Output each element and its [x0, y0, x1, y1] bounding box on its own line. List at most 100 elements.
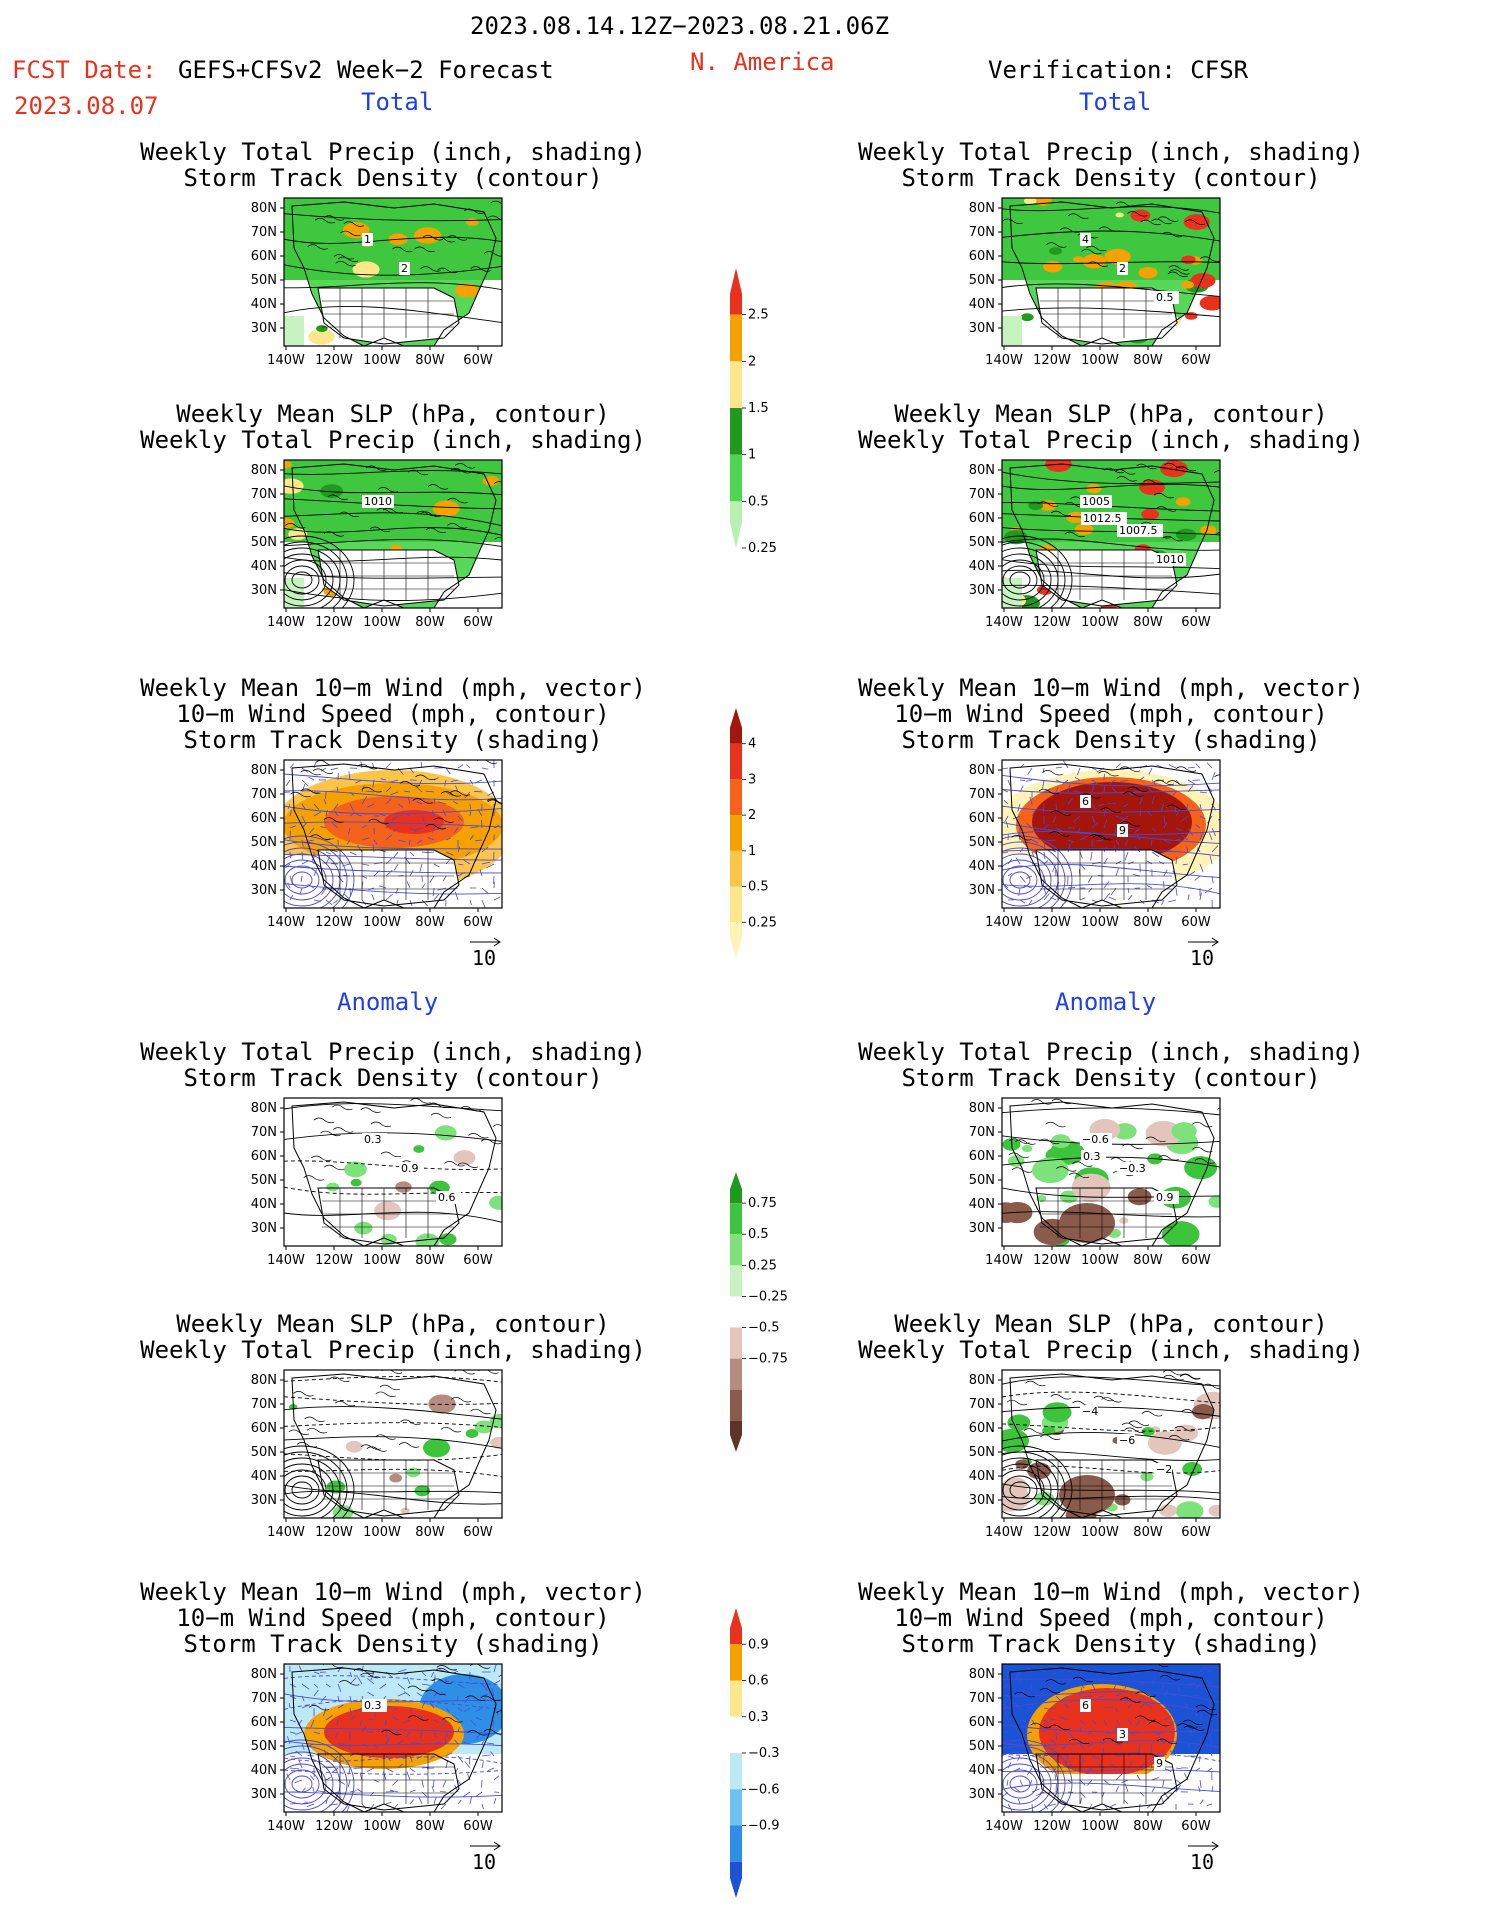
- wind-vector: [393, 863, 399, 871]
- anomaly-blob: [465, 1429, 479, 1438]
- wind-vector: [1103, 785, 1106, 793]
- anomaly-blob: [350, 1178, 362, 1187]
- island-outline: [300, 788, 321, 794]
- wind-vector: [1043, 1767, 1050, 1769]
- island-outline: [1184, 219, 1206, 225]
- wind-vector: [308, 839, 315, 842]
- anomaly-blob: [1140, 1472, 1154, 1482]
- island-outline: [1197, 1709, 1218, 1716]
- contour-label: 0.9: [401, 1162, 419, 1175]
- lat-label: 40N: [969, 859, 995, 874]
- lon-label: 80W: [1133, 353, 1163, 368]
- island-outline: [496, 1710, 502, 1714]
- island-outline: [303, 1175, 324, 1181]
- island-outline: [1042, 769, 1063, 776]
- island-outline: [1031, 1099, 1052, 1105]
- island-outline: [412, 798, 433, 804]
- wind-vector: [357, 845, 363, 853]
- wind-vector: [1163, 1689, 1169, 1697]
- contour-line: [284, 305, 502, 323]
- wind-vector: [1206, 1668, 1213, 1673]
- wind-vector: [325, 855, 331, 865]
- anomaly-blob: [344, 1161, 367, 1178]
- contour-line: [284, 541, 348, 608]
- contour-label: 0.3: [1083, 1150, 1101, 1163]
- island-outline: [1162, 535, 1183, 542]
- island-outline: [446, 235, 468, 241]
- contour-line: [284, 282, 502, 291]
- lat-label: 50N: [969, 835, 995, 850]
- lon-label: 100W: [1081, 1525, 1119, 1540]
- wind-vector: [476, 1791, 483, 1797]
- wind-vector: [331, 1767, 339, 1774]
- island-outline: [1050, 1394, 1071, 1400]
- wind-vector: [1115, 1786, 1119, 1793]
- wind-vector: [457, 1726, 460, 1733]
- wind-vector: [409, 1707, 413, 1714]
- wind-vector: [1134, 846, 1141, 853]
- precip-blob: [1086, 484, 1102, 494]
- island-outline: [435, 1667, 457, 1674]
- panel-title: Weekly Mean SLP (hPa, contour) Weekly Tot…: [801, 1312, 1421, 1364]
- wind-vector: [354, 1707, 363, 1713]
- wind-vector: [1006, 1779, 1009, 1786]
- island-outline: [1002, 218, 1023, 224]
- map-plot: 80N 70N 60N 50N 40N 30N 140W 120W 100W 80W 60W 0.3: [251, 1663, 503, 1834]
- wind-vector: [475, 1717, 483, 1721]
- island-outline: [1143, 479, 1164, 485]
- island-outline: [1008, 1152, 1029, 1158]
- wind-vector: [1002, 1791, 1009, 1798]
- wind-vector: [359, 1719, 363, 1726]
- wind-vector: [349, 1671, 353, 1678]
- wind-vector: [397, 839, 406, 843]
- wind-vector: [1091, 1683, 1097, 1692]
- wind-vector: [1181, 835, 1189, 841]
- island-outline: [1023, 1428, 1045, 1434]
- wind-vector: [1211, 875, 1214, 884]
- wind-vector: [1186, 846, 1189, 853]
- panel-title-line: Weekly Total Precip (inch, shading): [140, 1336, 646, 1364]
- island-outline: [487, 215, 502, 221]
- island-outline: [322, 1664, 344, 1668]
- island-outline: [487, 799, 502, 805]
- contour-line: [284, 821, 502, 828]
- island-outline: [1180, 1373, 1201, 1380]
- lon-label: 80W: [1133, 915, 1163, 930]
- wind-vector: [1175, 810, 1180, 817]
- wind-vector: [457, 1755, 463, 1763]
- wind-vector: [406, 1771, 411, 1781]
- island-outline: [414, 246, 435, 253]
- wind-vector: [1019, 785, 1024, 793]
- map-panel: 80N 70N 60N 50N 40N 30N 140W 120W 100W 80W 60W 1 2: [240, 192, 518, 374]
- wind-vector: [1163, 815, 1166, 824]
- wind-vector: [1175, 887, 1178, 896]
- map-panel: 80N 70N 60N 50N 40N 30N 140W 120W 100W 80W 60W 4 2 0.…: [958, 192, 1236, 374]
- wind-vector: [1127, 894, 1133, 901]
- precip-blob: [1138, 266, 1158, 279]
- wind-vector: [404, 1691, 411, 1697]
- wind-vector: [320, 1695, 327, 1702]
- island-outline: [1163, 1374, 1184, 1381]
- wind-vector: [1115, 1743, 1122, 1746]
- island-outline: [434, 236, 455, 243]
- lon-label: 80W: [415, 1253, 445, 1268]
- wind-vector: [301, 815, 306, 824]
- wind-vector: [348, 1767, 351, 1775]
- island-outline: [1192, 1146, 1213, 1153]
- wind-vector: [1002, 788, 1009, 793]
- island-outline: [467, 1730, 488, 1736]
- contour-line: [1002, 1745, 1066, 1812]
- lon-label: 80W: [415, 1525, 445, 1540]
- contour-line: [284, 1436, 502, 1449]
- wind-vector: [453, 801, 459, 805]
- colorbar-label: 0.5: [748, 880, 769, 895]
- lon-label: 60W: [1181, 1525, 1211, 1540]
- wind-vector: [487, 1767, 495, 1772]
- wind-vector: [361, 837, 370, 841]
- wind-vector: [372, 779, 375, 788]
- island-outline: [407, 469, 429, 476]
- island-outline: [1175, 465, 1197, 472]
- contour-line: [284, 264, 502, 276]
- wind-vector: [432, 827, 435, 834]
- precip-blob: [1181, 255, 1196, 265]
